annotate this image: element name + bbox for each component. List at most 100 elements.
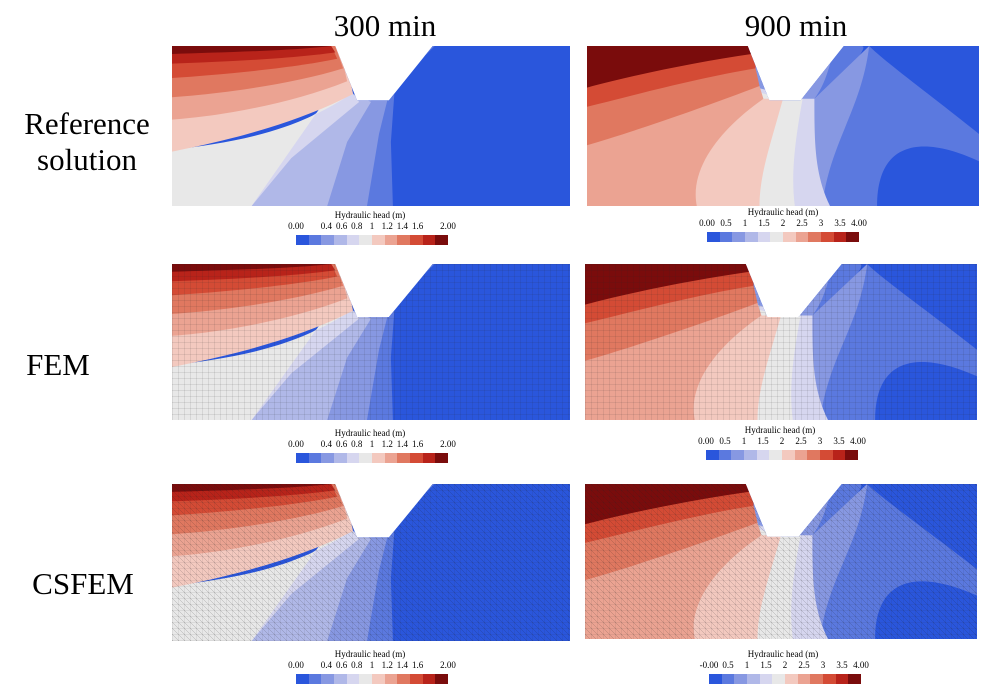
contour-map <box>585 264 977 420</box>
colorbar-tick-label: 4.00 <box>853 660 869 670</box>
colorbar-tick-label: 2 <box>780 218 786 228</box>
colorbar-tick-label: 2.00 <box>440 439 456 449</box>
colorbar-swatch <box>734 674 747 684</box>
colorbar-tick-label: 1 <box>369 221 375 231</box>
colorbar-swatch <box>718 450 732 460</box>
colorbar-swatch <box>845 450 858 460</box>
colorbar-swatch <box>721 674 735 684</box>
row-label-reference-line1: Reference <box>24 106 150 141</box>
colorbar-tick-label: 0.8 <box>351 221 363 231</box>
colorbar-tick-label: 1.6 <box>411 221 424 231</box>
colorbar-tick-label: 0.4 <box>320 660 333 670</box>
colorbar-tick-label: 1.4 <box>396 660 409 670</box>
contour-map <box>172 484 570 641</box>
colorbar-swatch <box>746 674 760 684</box>
colorbar-tick-label: 1.5 <box>758 218 770 228</box>
colorbar-swatch <box>744 232 758 242</box>
colorbar-tick-label: 0.6 <box>335 439 348 449</box>
colorbar-swatch <box>435 235 448 245</box>
colorbar-swatch <box>333 235 347 245</box>
panel-fem-300 <box>172 264 570 420</box>
colorbar-swatch <box>308 453 322 463</box>
colorbar-swatch <box>397 235 410 245</box>
colorbar-swatch <box>848 674 861 684</box>
colorbar-swatch <box>772 674 785 684</box>
mesh-overlay <box>585 484 977 639</box>
colorbar-swatch <box>346 453 360 463</box>
colorbar-tick-label: 1.5 <box>757 436 769 446</box>
colorbar-swatch <box>709 674 722 684</box>
colorbar-tick-label: 1.5 <box>760 660 772 670</box>
colorbar-csfem-300: Hydraulic head (m) 0.00 0.4 0.6 0.8 1 1.2 1.4 1… <box>280 649 460 689</box>
colorbar-swatch <box>810 674 823 684</box>
colorbar-swatches <box>296 674 448 684</box>
contour-map <box>172 46 570 206</box>
colorbar-swatch <box>346 674 360 684</box>
colorbar-swatch <box>706 450 719 460</box>
colorbar-tick-label: 0.5 <box>719 436 731 446</box>
colorbar-tick-label: 1 <box>369 660 375 670</box>
mesh-overlay <box>585 264 977 420</box>
colorbar-swatch <box>321 235 334 245</box>
colorbar-tick-label: 0.8 <box>351 439 363 449</box>
column-title-300: 300 min <box>333 8 437 43</box>
colorbar-tick-label: 1.2 <box>381 221 393 231</box>
colorbar-tick-label: 2.5 <box>798 660 810 670</box>
colorbar-ticks: 0.00 0.4 0.6 0.8 1 1.2 1.4 1.6 2.00 <box>280 660 460 671</box>
contour-map <box>172 264 570 420</box>
contour-band <box>587 46 752 88</box>
colorbar-tick-label: 4.00 <box>850 436 866 446</box>
colorbar-swatch <box>731 450 744 460</box>
colorbar-tick-label: 2.5 <box>795 436 807 446</box>
colorbar-tick-label: 0.4 <box>320 221 333 231</box>
row-label-reference-line2: solution <box>37 142 137 177</box>
colorbar-swatch <box>422 674 436 684</box>
colorbar-swatch <box>371 235 385 245</box>
colorbar-tick-label: 3 <box>820 660 826 670</box>
colorbar-swatches <box>707 232 859 242</box>
colorbar-tick-label: 1 <box>741 436 747 446</box>
colorbar-tick-label: 3 <box>818 218 824 228</box>
colorbar-swatch <box>835 674 849 684</box>
colorbar-swatch <box>832 450 846 460</box>
contour-band <box>172 74 352 206</box>
colorbar-swatch <box>359 235 372 245</box>
colorbar-tick-label: 0.00 <box>699 218 715 228</box>
colorbar-swatch <box>769 450 782 460</box>
colorbar-swatch <box>359 453 372 463</box>
colorbar-title: Hydraulic head (m) <box>747 207 819 217</box>
colorbar-tick-label: -0.00 <box>699 660 719 670</box>
colorbar-swatch <box>321 453 334 463</box>
colorbar-swatch <box>719 232 733 242</box>
colorbar-tick-label: 0.00 <box>288 221 304 231</box>
colorbar-tick-label: 1.2 <box>381 660 393 670</box>
colorbar-swatch <box>707 232 720 242</box>
colorbar-swatch <box>732 232 745 242</box>
colorbar-swatch <box>822 674 836 684</box>
mesh-overlay <box>172 264 570 420</box>
colorbar-swatch <box>846 232 859 242</box>
colorbar-fem-300: Hydraulic head (m) 0.00 0.4 0.6 0.8 1 1.2 1.4 1… <box>280 428 460 468</box>
colorbar-swatch <box>422 235 436 245</box>
contour-map <box>585 484 977 639</box>
column-title-900: 900 min <box>744 8 848 43</box>
colorbar-swatch <box>384 674 398 684</box>
colorbar-swatch <box>346 235 360 245</box>
row-label-fem: FEM <box>26 347 90 382</box>
colorbar-tick-label: 1.4 <box>396 221 409 231</box>
colorbar-tick-label: 0.00 <box>288 660 304 670</box>
colorbar-swatch <box>409 453 423 463</box>
contour-band <box>172 46 332 54</box>
colorbar-swatch <box>743 450 757 460</box>
colorbar-title: Hydraulic head (m) <box>334 210 406 220</box>
colorbar-swatch <box>296 674 309 684</box>
colorbar-tick-label: 0.4 <box>320 439 333 449</box>
colorbar-swatches <box>296 235 448 245</box>
colorbar-title: Hydraulic head (m) <box>744 425 816 435</box>
colorbar-reference-900: Hydraulic head (m) 0.00 0.5 1 1.5 2 2.5 3 3.5 4.… <box>693 207 873 247</box>
colorbar-swatch <box>784 674 798 684</box>
row-label-reference: Reference solution <box>12 106 162 178</box>
colorbar-tick-label: 1 <box>744 660 750 670</box>
colorbar-swatch <box>409 674 423 684</box>
colorbar-swatch <box>333 674 347 684</box>
